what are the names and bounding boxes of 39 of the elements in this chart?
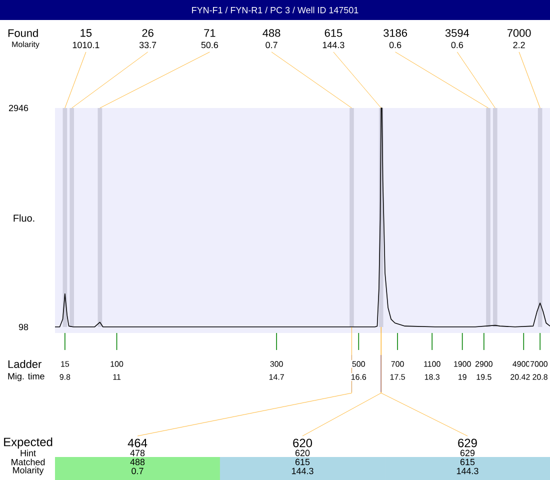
annotation: 33.7 (139, 42, 156, 48)
text: 488 (130, 458, 145, 466)
annotation: 629 (458, 438, 477, 448)
text: 71 (204, 29, 216, 37)
text: 615 (324, 29, 342, 37)
text: 620 (295, 450, 310, 456)
text: Ladder (8, 360, 42, 368)
text: 615 (295, 458, 310, 466)
x-axis-title: Mig. time (8, 372, 44, 382)
text: 629 (460, 450, 475, 456)
annotation: 2.2 (513, 42, 525, 48)
text: 0.7 (132, 468, 144, 474)
text: 3594 (445, 29, 470, 37)
y-tick-label: 98 (18, 324, 28, 330)
text: 15 (80, 29, 92, 37)
annotation: 1010.1 (72, 42, 100, 48)
y-axis-title: Fluo. (14, 214, 34, 222)
text: Found (8, 28, 38, 38)
text: Hint (20, 450, 36, 456)
text: 144.3 (456, 468, 478, 474)
text: Matched (12, 458, 45, 466)
text: 615 (460, 458, 475, 466)
annotation: 0.7 (266, 42, 278, 48)
text: 144.3 (292, 468, 314, 474)
text: Expected (4, 437, 52, 449)
text: 488 (262, 29, 280, 37)
text: 478 (130, 450, 145, 456)
annotation: 620 (293, 438, 312, 448)
text: Molarity (13, 466, 44, 476)
annotation: 0.6 (389, 42, 402, 48)
annotation: 464 (128, 438, 148, 448)
text: 3186 (384, 29, 408, 37)
chart-title: FYN-F1 / FYN-R1 / PC 3 / Well ID 147501 (192, 6, 358, 14)
annotation: 144.3 (322, 42, 344, 48)
annotation: 50.6 (201, 42, 218, 48)
annotation: 0.6 (451, 42, 464, 48)
text: 26 (142, 29, 154, 37)
y-tick-label: 2946 (8, 104, 28, 112)
text: 7000 (507, 29, 531, 37)
